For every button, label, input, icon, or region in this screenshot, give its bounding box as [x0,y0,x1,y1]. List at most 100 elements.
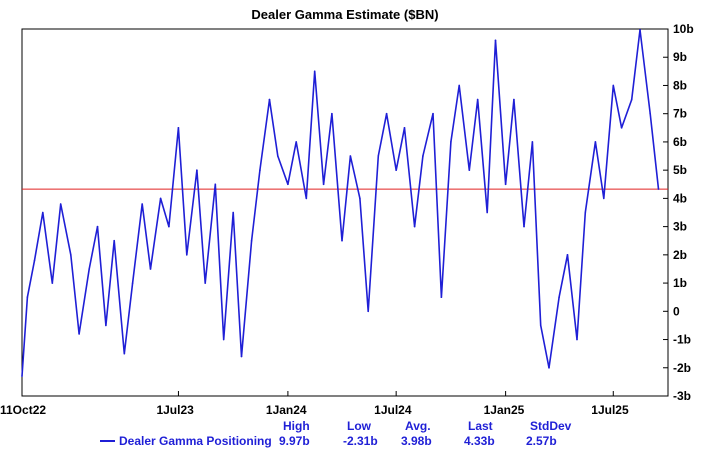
data-point [385,112,388,115]
y-tick-label: 1b [673,276,687,290]
legend-label: Dealer Gamma Positioning [119,434,272,448]
data-point [159,197,162,200]
data-point [131,282,134,284]
y-tick-label: 8b [673,78,687,92]
data-point [168,225,170,228]
data-point [612,84,615,87]
x-tick-label: 1Jul25 [591,403,629,417]
legend-stat-name: Low [347,419,372,433]
data-point [232,211,234,214]
legend-stat-name: Avg. [405,419,431,433]
x-tick-label: 1Jan24 [266,403,307,417]
data-point [341,239,343,242]
data-point [276,155,279,157]
data-point [486,211,488,214]
data-point [594,141,597,143]
data-point [59,203,62,205]
data-point [513,98,515,101]
data-point [113,239,116,242]
data-point [367,310,369,313]
y-tick-label: 4b [673,191,687,205]
data-point [250,239,253,242]
data-point [240,355,243,358]
data-point [33,259,36,262]
data-point [259,169,261,171]
data-point [531,141,534,143]
y-tick-label: -1b [673,333,691,347]
legend-stat-value: 3.98b [401,434,432,448]
data-point [88,268,91,270]
data-point [204,282,207,284]
data-point [196,169,198,171]
data-point [576,338,578,341]
legend-stat-value: -2.31b [343,434,378,448]
data-point [657,188,660,190]
data-point [42,211,44,214]
y-tick-label: 0 [673,304,680,318]
data-point [432,112,434,115]
data-point [313,70,316,73]
chart-title: Dealer Gamma Estimate ($BN) [251,7,438,22]
data-point [630,98,633,101]
data-point [305,197,308,200]
data-point [185,254,188,256]
data-point [620,127,623,129]
y-tick-label: 10b [673,22,694,36]
data-point [295,141,298,143]
data-point [149,268,152,270]
data-point [177,127,180,129]
data-point [584,211,587,214]
data-point [395,169,397,171]
x-tick-label: 11Oct22 [0,403,46,417]
data-point [504,183,507,186]
series-line-dealer-gamma [21,28,660,377]
data-point [268,98,271,101]
data-point [602,197,605,200]
data-point [558,296,560,298]
data-point [494,39,497,42]
legend-stat-name: Last [468,419,493,433]
data-point [222,338,225,341]
y-tick-label: 9b [673,50,687,64]
legend-stat-value: 9.97b [279,434,310,448]
x-tick-label: 1Jan25 [484,403,525,417]
y-tick-label: 7b [673,107,687,121]
data-point [403,127,406,129]
data-point [331,112,333,115]
data-point [476,98,479,101]
data-point [440,296,443,298]
data-point [141,203,143,205]
data-point [450,141,452,143]
data-point [123,352,126,355]
y-tick-label: 6b [673,135,687,149]
y-axis: 10b 9b 8b 7b 6b 5b 4b 3b 2b 1b 0 -1b -2b -3b [663,22,694,403]
legend-stat-value: 4.33b [464,434,495,448]
data-point [639,29,641,31]
y-tick-label: -2b [673,361,691,375]
y-tick-label: 3b [673,220,687,234]
y-tick-label: -3b [673,389,691,403]
data-point [359,197,361,200]
data-point [649,112,651,115]
data-point [377,155,380,157]
data-point [21,375,23,378]
legend-stat-value: 2.57b [526,434,557,448]
data-point [214,183,217,186]
data-point [523,225,525,228]
data-point [566,254,569,256]
data-point [78,333,80,335]
series-points [21,29,660,378]
data-point [458,84,461,87]
x-tick-label: 1Jul23 [156,403,194,417]
data-point [349,155,352,157]
plot-area-frame [21,28,669,397]
data-point [468,169,471,171]
data-point [413,225,416,228]
legend-stat-name: StdDev [530,419,572,433]
data-point [26,296,29,298]
data-point [548,366,550,369]
legend-stat-name: High [283,419,310,433]
